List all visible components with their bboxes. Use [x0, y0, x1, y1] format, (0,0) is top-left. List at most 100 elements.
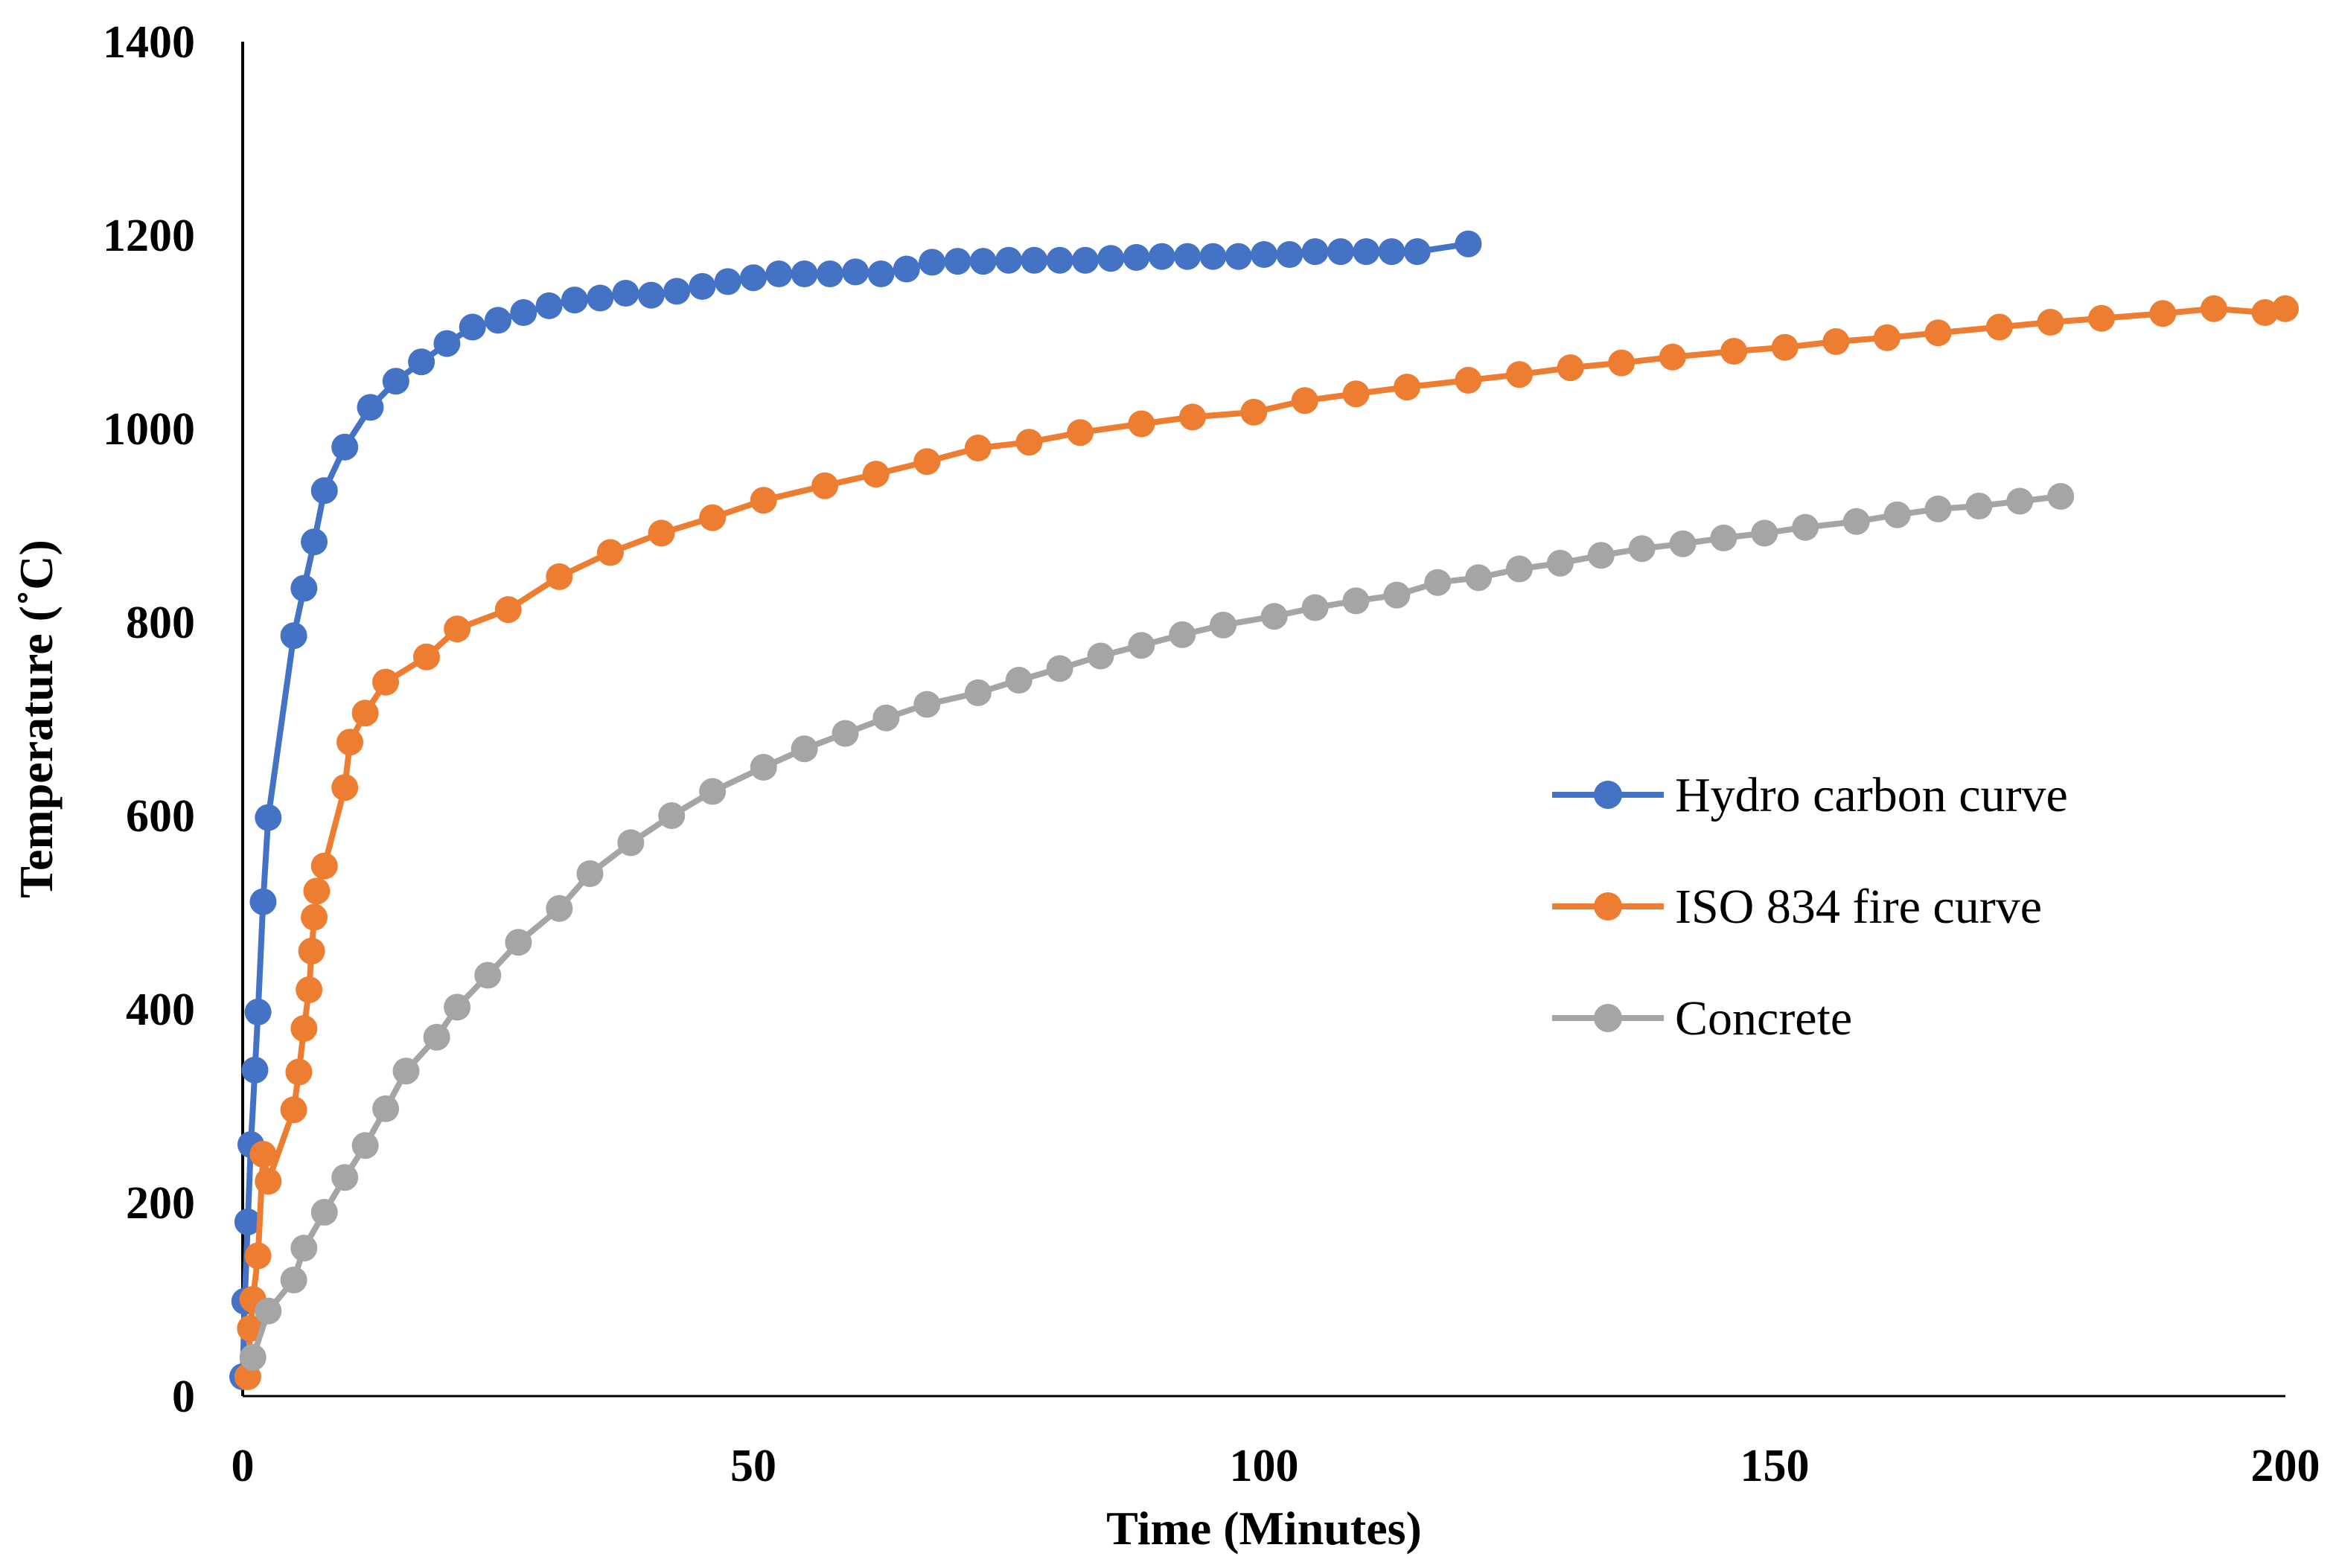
- legend: Hydro carbon curve ISO 834 fire curve Conc…: [1552, 768, 2068, 1046]
- data-point: [382, 368, 409, 395]
- data-point: [1071, 246, 1099, 274]
- data-point: [740, 264, 767, 292]
- x-tick-label: 200: [2251, 1441, 2320, 1491]
- x-tick-label: 50: [730, 1441, 776, 1491]
- data-point: [296, 976, 323, 1003]
- data-point: [1301, 594, 1329, 621]
- legend-marker: [1594, 892, 1622, 921]
- data-point: [2037, 309, 2064, 336]
- data-point: [485, 307, 511, 334]
- y-tick-label: 800: [126, 598, 195, 648]
- data-point: [1015, 429, 1043, 456]
- data-point: [255, 1168, 282, 1195]
- data-point: [280, 622, 307, 650]
- data-point: [1965, 493, 1993, 519]
- data-point: [249, 888, 277, 915]
- data-point: [535, 292, 563, 319]
- data-point: [576, 860, 604, 887]
- data-point: [811, 472, 839, 499]
- data-point: [301, 528, 328, 556]
- data-point: [546, 563, 573, 590]
- data-point: [290, 1015, 318, 1042]
- series-0: [229, 230, 1482, 1390]
- data-point: [494, 596, 522, 624]
- data-point: [832, 720, 859, 747]
- data-point: [1771, 333, 1799, 361]
- x-tick-label: 0: [232, 1441, 255, 1491]
- data-point: [816, 260, 843, 287]
- data-point: [1403, 238, 1431, 266]
- data-point: [241, 1056, 269, 1084]
- data-point: [1659, 343, 1686, 371]
- data-point: [1005, 667, 1033, 694]
- data-point: [750, 487, 777, 514]
- data-point: [255, 1297, 282, 1325]
- data-point: [637, 281, 665, 309]
- legend-item: Hydro carbon curve: [1552, 768, 2068, 822]
- data-point: [1506, 361, 1533, 388]
- data-point: [2088, 304, 2116, 332]
- data-point: [1128, 632, 1155, 659]
- data-point: [612, 280, 639, 307]
- data-point: [1291, 387, 1318, 415]
- data-point: [1424, 569, 1452, 596]
- data-point: [2006, 487, 2034, 515]
- data-point: [1710, 524, 1737, 551]
- data-point: [444, 615, 471, 643]
- data-point: [1342, 380, 1370, 408]
- data-point: [1378, 238, 1405, 266]
- data-point: [249, 1141, 277, 1168]
- data-point: [791, 260, 818, 287]
- data-point: [1587, 542, 1615, 569]
- x-tick-label: 100: [1230, 1441, 1299, 1491]
- y-tick-label: 400: [126, 985, 195, 1035]
- data-point: [237, 1315, 264, 1342]
- data-point: [596, 539, 624, 566]
- data-point: [862, 461, 890, 488]
- data-point: [357, 394, 384, 421]
- y-axis-tick-labels: 0 200 400 600 800 1000 1200 1400: [103, 17, 195, 1422]
- data-point: [1087, 642, 1114, 670]
- data-point: [648, 519, 675, 547]
- data-point: [1342, 587, 1370, 615]
- data-point: [1353, 238, 1380, 266]
- data-point: [1327, 238, 1354, 266]
- data-point: [1455, 367, 1482, 394]
- data-point: [234, 1209, 261, 1235]
- data-point: [791, 735, 818, 763]
- data-point: [1720, 338, 1748, 365]
- data-point: [474, 961, 502, 989]
- data-point: [872, 704, 900, 732]
- data-point: [689, 272, 716, 300]
- data-point: [617, 829, 645, 857]
- data-point: [280, 1267, 307, 1293]
- data-point: [331, 433, 359, 461]
- data-point: [444, 993, 471, 1021]
- data-point: [919, 249, 946, 276]
- legend-label: ISO 834 fire curve: [1675, 880, 2042, 934]
- data-point: [505, 929, 532, 956]
- data-point: [1169, 621, 1196, 648]
- data-point: [1924, 319, 1952, 347]
- data-point: [1455, 230, 1482, 257]
- data-point: [663, 278, 691, 305]
- series-1: [234, 295, 2299, 1390]
- data-point: [290, 1235, 318, 1262]
- data-point: [310, 852, 338, 880]
- data-point: [1301, 238, 1329, 266]
- data-point: [2200, 295, 2227, 322]
- data-point: [351, 700, 379, 727]
- data-point: [412, 643, 440, 671]
- data-point: [372, 668, 400, 696]
- data-point: [867, 260, 895, 287]
- data-point: [1883, 501, 1911, 528]
- y-axis-title: Temperature (˚C): [10, 540, 63, 898]
- legend-item: ISO 834 fire curve: [1552, 880, 2042, 934]
- data-point: [423, 1023, 450, 1051]
- data-point: [893, 255, 920, 283]
- x-axis-tick-labels: 0 50 100 150 200: [232, 1441, 2320, 1491]
- data-point: [1046, 655, 1073, 682]
- series-line: [240, 240, 1469, 1377]
- y-tick-label: 600: [126, 791, 195, 842]
- data-point: [561, 287, 588, 314]
